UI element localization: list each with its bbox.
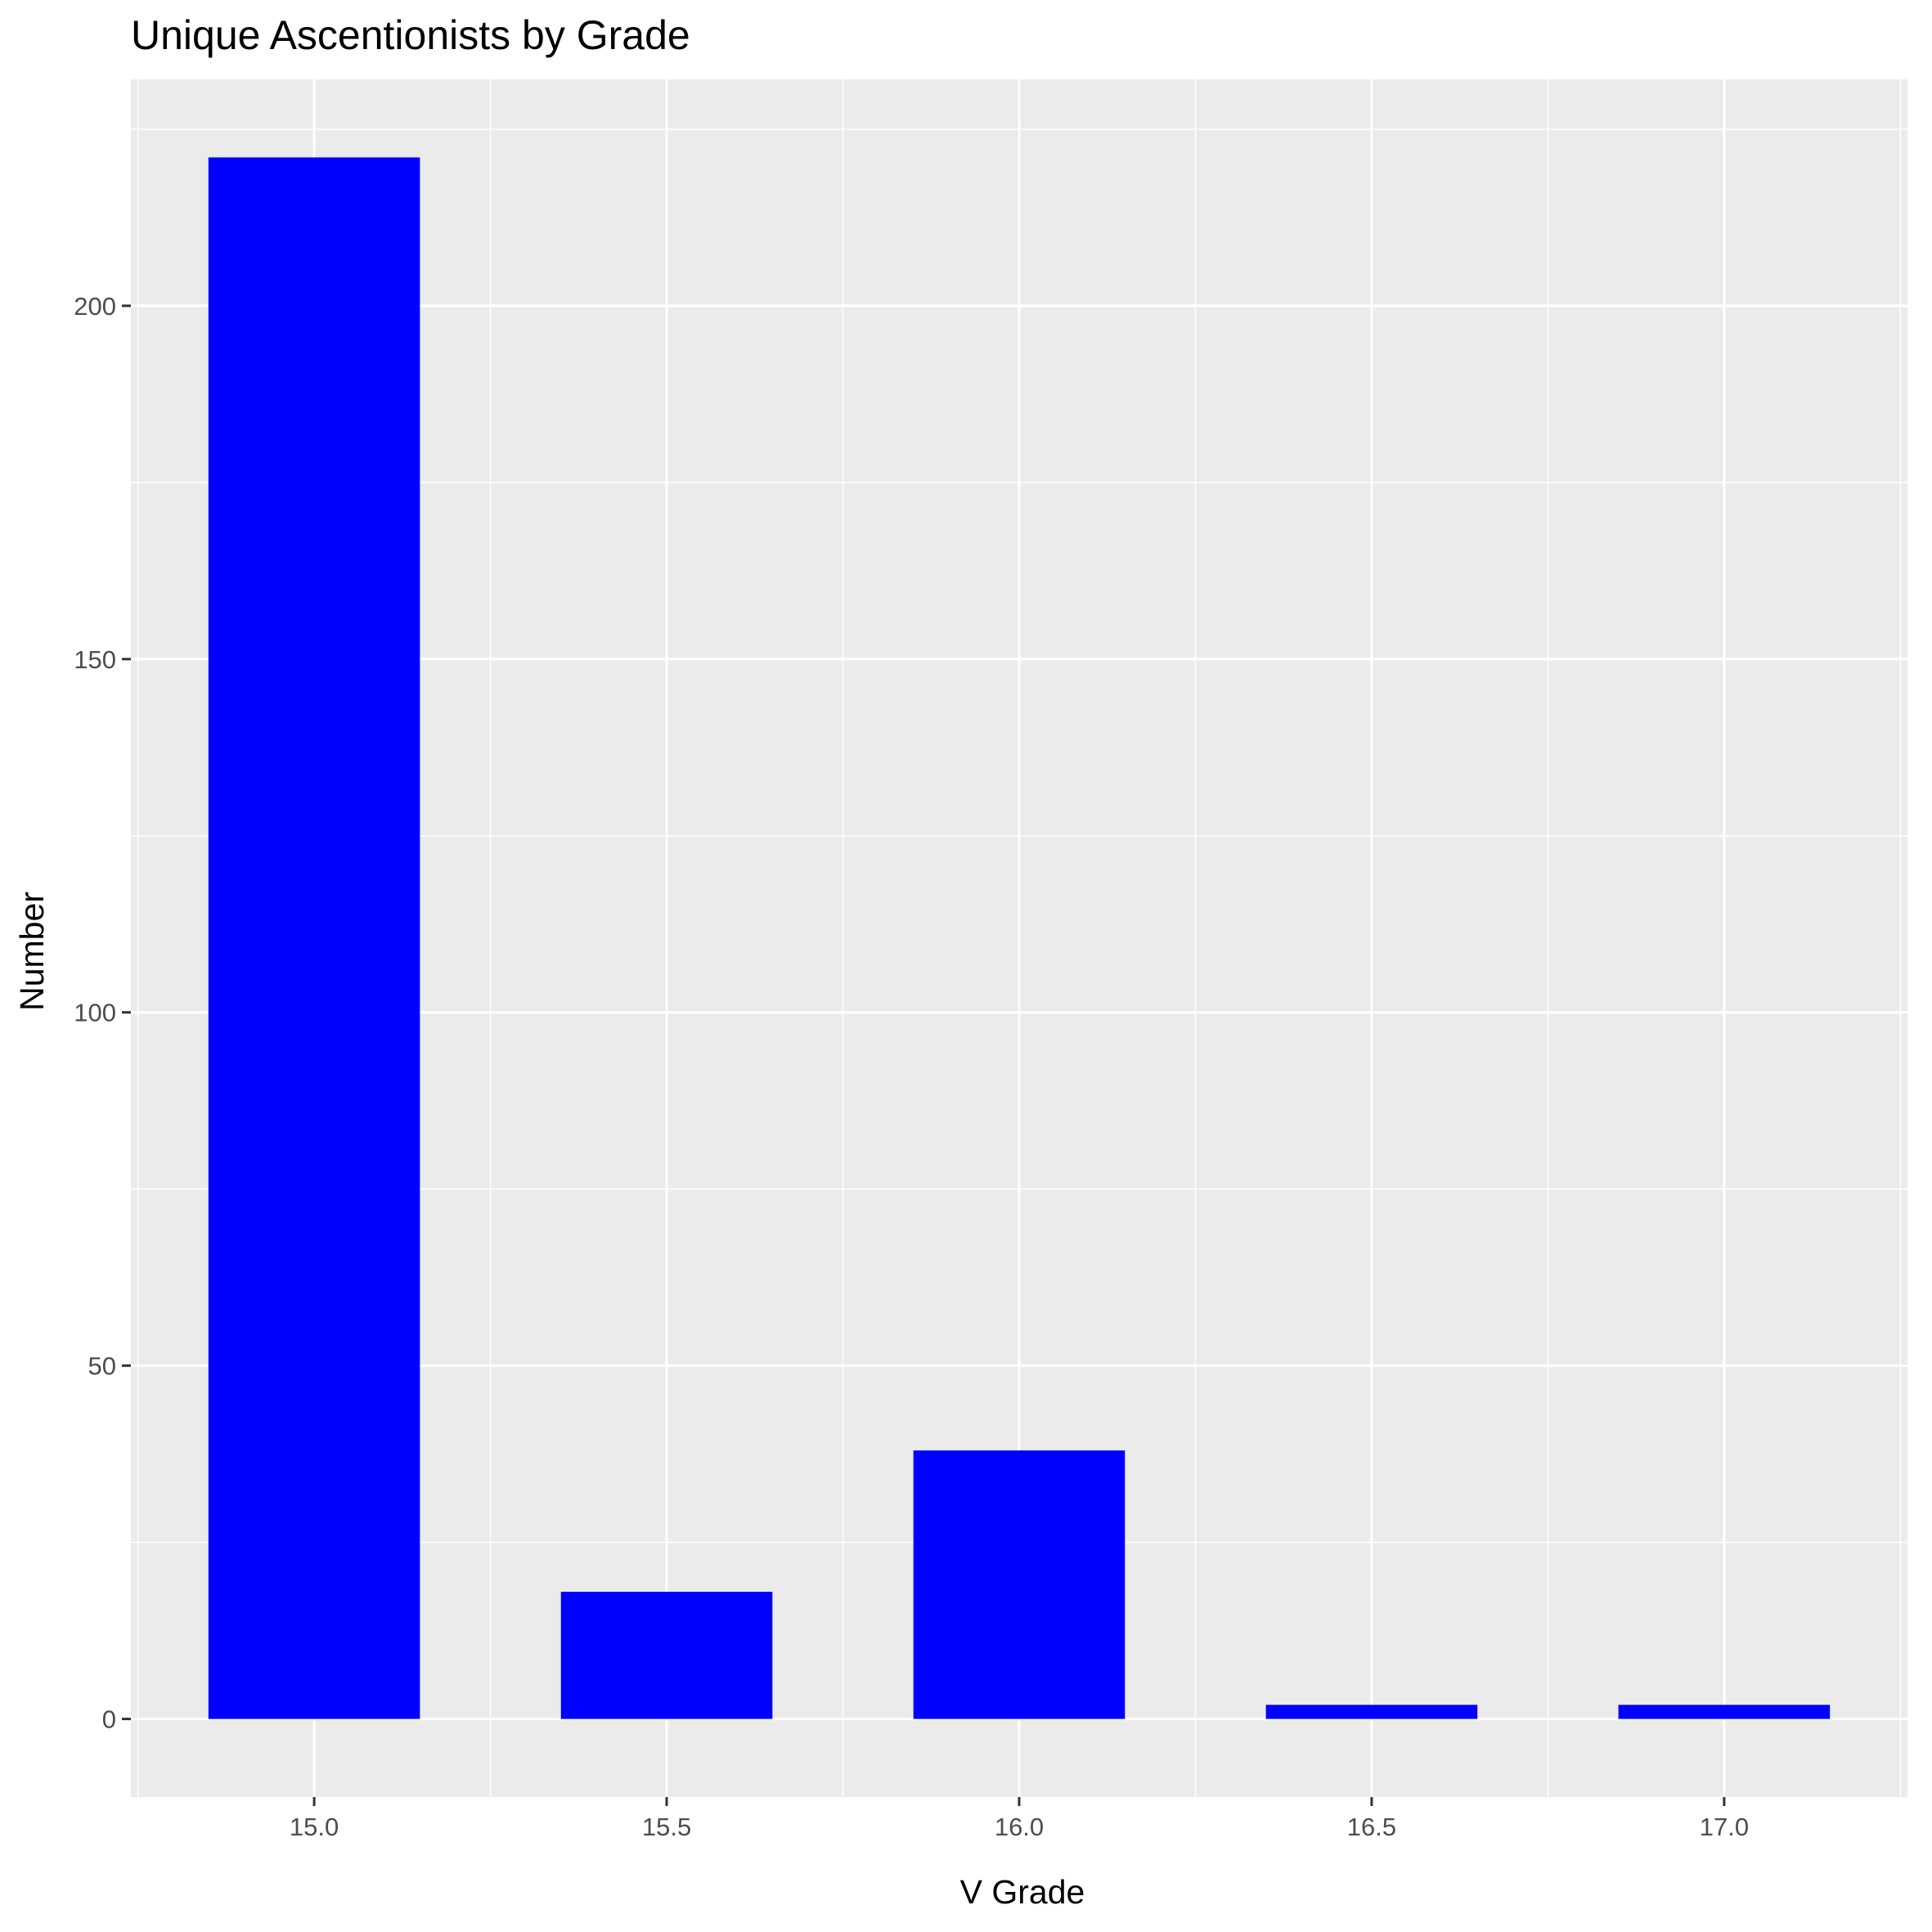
y-tick-label: 100 [74, 999, 116, 1027]
bar-16.5 [1265, 1705, 1478, 1719]
x-axis: 15.0 15.5 16.0 16.5 17.0 [290, 1797, 1749, 1841]
bar-15.0 [208, 157, 420, 1719]
y-tick-label: 50 [88, 1352, 116, 1381]
bar-15.5 [560, 1592, 773, 1719]
x-tick-label: 15.0 [290, 1813, 339, 1841]
x-axis-title: V Grade [960, 1873, 1085, 1911]
x-tick-label: 15.5 [642, 1813, 691, 1841]
x-tick-label: 16.5 [1347, 1813, 1396, 1841]
y-axis: 0 50 100 150 200 [74, 292, 131, 1734]
y-axis-title: Number [13, 892, 51, 1011]
chart-title: Unique Ascentionists by Grade [131, 12, 690, 58]
bar-16.0 [913, 1450, 1126, 1719]
x-tick-label: 16.0 [995, 1813, 1044, 1841]
x-tick-label: 17.0 [1700, 1813, 1749, 1841]
bar-17.0 [1618, 1705, 1831, 1719]
bars [208, 157, 1831, 1719]
y-tick-label: 0 [102, 1705, 116, 1734]
y-tick-label: 150 [74, 645, 116, 674]
y-tick-label: 200 [74, 292, 116, 321]
